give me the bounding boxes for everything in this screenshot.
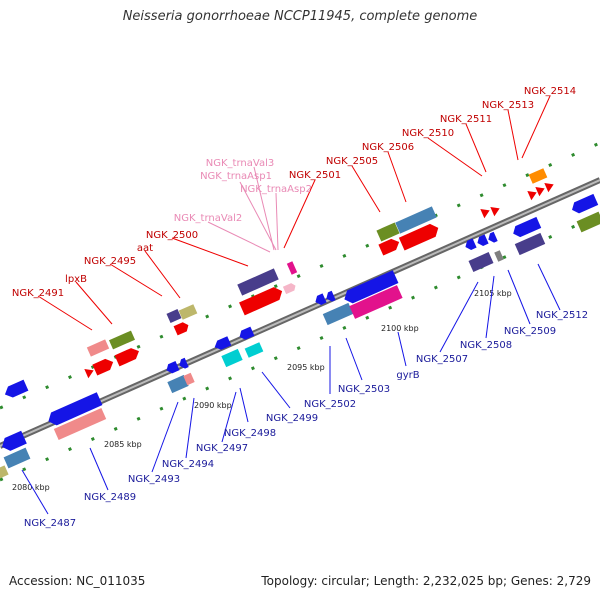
- gene-label: NGK_2507: [416, 354, 468, 365]
- gene-label: NGK_2500: [146, 230, 198, 241]
- gene-label: NGK_2511: [440, 114, 492, 125]
- gene-label: NGK_2487: [24, 518, 76, 529]
- tick-labels: 2080 kbp 2085 kbp 2090 kbp 2095 kbp 2100…: [12, 289, 512, 492]
- gene-label: NGK_2495: [84, 256, 136, 267]
- forward-gene-labels: NGK_2491 lpxB NGK_2495 aat NGK_2500 NGK_…: [12, 86, 576, 299]
- gene-label: NGK_2493: [128, 474, 180, 485]
- gene-label: NGK_trnaAsp1: [200, 171, 272, 182]
- gene-label: NGK_2514: [524, 86, 576, 97]
- forward-leaders: [37, 95, 551, 331]
- gene-label: NGK_2508: [460, 340, 512, 351]
- gene-label: NGK_2501: [289, 170, 341, 181]
- gene-label: NGK_2489: [84, 492, 136, 503]
- reverse-features: [0, 193, 600, 479]
- gene-label: NGK_2497: [196, 443, 248, 454]
- gene-label: NGK_2509: [504, 326, 556, 337]
- gene-label: NGK_2498: [224, 428, 276, 439]
- forward-features: [84, 168, 554, 379]
- gene-label: aat: [137, 243, 153, 254]
- gene-label: NGK_2499: [266, 413, 318, 424]
- gene-label: lpxB: [65, 274, 87, 285]
- gene-label: gyrB: [396, 370, 419, 381]
- reverse-gene-labels: NGK_2487 NGK_2489 NGK_2493 NGK_2494 NGK_…: [24, 310, 588, 529]
- gene-label: NGK_2505: [326, 156, 378, 167]
- tick-2095: 2095 kbp: [287, 363, 325, 372]
- genome-summary: Topology: circular; Length: 2,232,025 bp…: [261, 574, 591, 588]
- rna-leaders: [207, 166, 279, 253]
- reverse-leaders: [21, 263, 561, 515]
- tick-2100: 2100 kbp: [381, 324, 419, 333]
- tick-2105: 2105 kbp: [474, 289, 512, 298]
- gene-label: NGK_trnaVal2: [174, 213, 242, 224]
- gene-label: NGK_2502: [304, 399, 356, 410]
- gene-label: NGK_2510: [402, 128, 454, 139]
- tick-2085: 2085 kbp: [104, 440, 142, 449]
- accession-label: Accession: NC_011035: [9, 574, 146, 588]
- gene-label: NGK_trnaVal3: [206, 158, 274, 169]
- tick-2080: 2080 kbp: [12, 483, 50, 492]
- gene-label: NGK_2494: [162, 459, 214, 470]
- gene-label: NGK_2506: [362, 142, 414, 153]
- tick-2090: 2090 kbp: [194, 401, 232, 410]
- gene-label: NGK_2513: [482, 100, 534, 111]
- map-title: Neisseria gonorrhoeae NCCP11945, complet…: [122, 9, 478, 24]
- dotted-guides: [0, 141, 600, 482]
- gene-label: NGK_2512: [536, 310, 588, 321]
- rna-gene-labels: NGK_trnaVal2 NGK_trnaAsp2 NGK_trnaAsp1 N…: [174, 158, 312, 224]
- gene-label: NGK_2491: [12, 288, 64, 299]
- gene-label: NGK_trnaAsp2: [240, 184, 312, 195]
- gene-label: NGK_2503: [338, 384, 390, 395]
